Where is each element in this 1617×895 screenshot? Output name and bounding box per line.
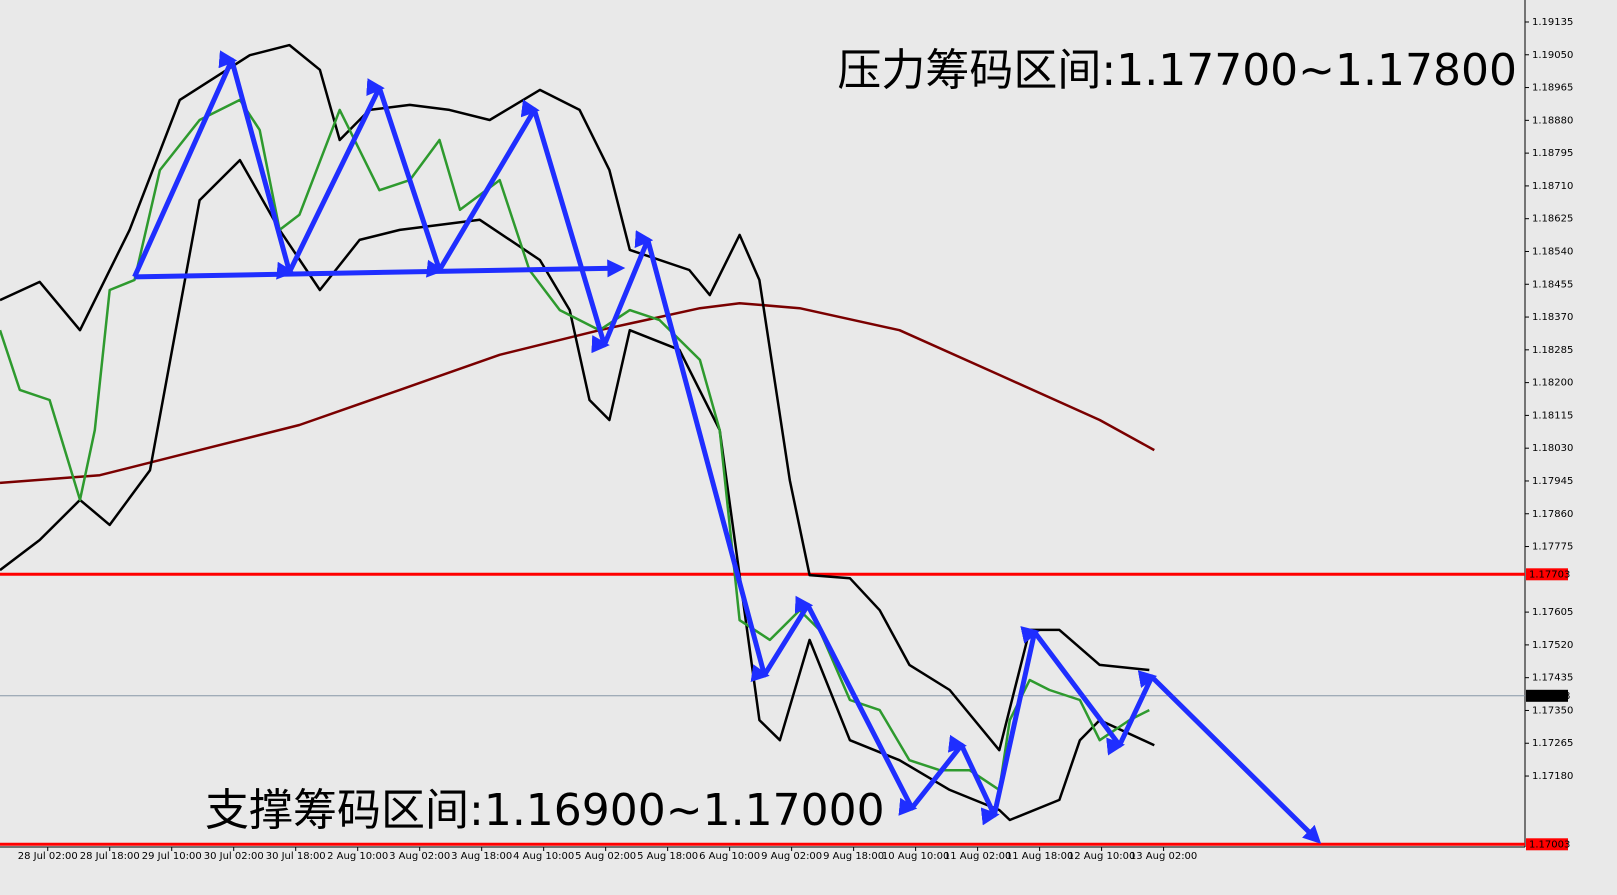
- x-tick-label: 9 Aug 18:00: [823, 851, 884, 862]
- x-tick-label: 30 Jul 18:00: [266, 851, 326, 862]
- level-label-box: [1526, 838, 1568, 851]
- y-tick-label: 1.17350: [1532, 705, 1573, 716]
- y-tick-label: 1.17180: [1532, 771, 1573, 782]
- level-label-box: [1526, 689, 1568, 702]
- y-tick-label: 1.18965: [1532, 83, 1573, 94]
- level-label: 1.17003: [1529, 839, 1570, 850]
- level-label-box: [1526, 568, 1568, 581]
- trend-arrow: [132, 50, 1322, 844]
- x-tick-label: 28 Jul 18:00: [80, 851, 140, 862]
- annotation: 支撑筹码区间:1.16900~1.17000: [205, 785, 885, 836]
- plot-area: [0, 43, 1525, 846]
- level-label: 1.17703: [1529, 569, 1570, 580]
- y-tick-label: 1.18880: [1532, 115, 1573, 126]
- y-tick-label: 1.17860: [1532, 509, 1573, 520]
- y-tick-label: 1.19050: [1532, 50, 1573, 61]
- x-tick-label: 4 Aug 10:00: [513, 851, 574, 862]
- y-tick-label: 1.17265: [1532, 738, 1573, 749]
- y-tick-label: 1.17435: [1532, 673, 1573, 684]
- y-tick-label: 1.18200: [1532, 378, 1573, 389]
- y-tick-label: 1.18795: [1532, 148, 1573, 159]
- y-tick-label: 1.18370: [1532, 312, 1573, 323]
- y-tick-label: 1.17520: [1532, 640, 1573, 651]
- y-tick-label: 1.18115: [1532, 410, 1573, 421]
- annotation: 压力筹码区间:1.17700~1.17800: [837, 45, 1517, 96]
- y-tick-label: 1.18710: [1532, 181, 1573, 192]
- y-tick-label: 1.17945: [1532, 476, 1573, 487]
- x-tick-label: 11 Aug 18:00: [1006, 851, 1073, 862]
- x-tick-label: 5 Aug 18:00: [637, 851, 698, 862]
- x-tick-label: 13 Aug 02:00: [1130, 851, 1197, 862]
- x-tick-label: 11 Aug 02:00: [944, 851, 1011, 862]
- y-tick-label: 1.18455: [1532, 279, 1573, 290]
- y-tick-label: 1.18540: [1532, 246, 1573, 257]
- y-tick-label: 1.17605: [1532, 607, 1573, 618]
- x-tick-label: 5 Aug 02:00: [575, 851, 636, 862]
- y-tick-label: 1.19135: [1532, 17, 1573, 28]
- x-tick-label: 29 Jul 10:00: [142, 851, 202, 862]
- x-tick-label: 3 Aug 02:00: [389, 851, 450, 862]
- y-tick-label: 1.18030: [1532, 443, 1573, 454]
- level-label: 1.17388: [1529, 691, 1570, 702]
- x-tick-label: 12 Aug 10:00: [1068, 851, 1135, 862]
- y-tick-label: 1.18285: [1532, 345, 1573, 356]
- x-tick-label: 6 Aug 10:00: [699, 851, 760, 862]
- y-tick-label: 1.18625: [1532, 214, 1573, 225]
- x-tick-label: 3 Aug 18:00: [451, 851, 512, 862]
- x-tick-label: 10 Aug 10:00: [882, 851, 949, 862]
- x-tick-label: 28 Jul 02:00: [18, 851, 78, 862]
- x-tick-label: 9 Aug 02:00: [761, 851, 822, 862]
- y-tick-label: 1.17775: [1532, 542, 1573, 553]
- x-tick-label: 2 Aug 10:00: [327, 851, 388, 862]
- x-tick-label: 30 Jul 02:00: [204, 851, 264, 862]
